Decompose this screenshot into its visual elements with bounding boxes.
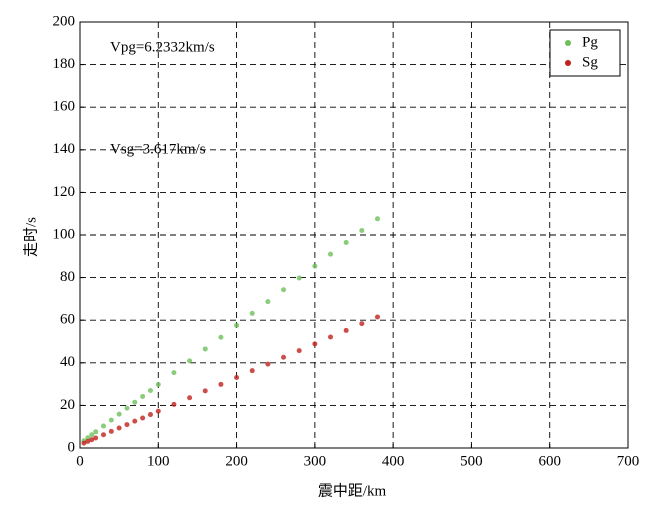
point xyxy=(93,435,99,441)
y-tick-label: 100 xyxy=(53,226,76,242)
point xyxy=(328,334,334,340)
point xyxy=(132,399,138,405)
point xyxy=(312,263,318,269)
point xyxy=(281,354,287,360)
point xyxy=(234,374,240,380)
y-tick-label: 80 xyxy=(60,269,75,285)
point xyxy=(359,321,365,327)
x-axis-title: 震中距/km xyxy=(318,482,387,499)
legend-box xyxy=(549,29,621,77)
point xyxy=(296,348,302,354)
legend-label: Sg xyxy=(582,54,598,70)
point xyxy=(89,432,95,438)
y-tick-label: 20 xyxy=(60,397,75,413)
point xyxy=(218,381,224,387)
point xyxy=(100,432,106,438)
point xyxy=(116,411,122,417)
point xyxy=(281,287,287,293)
point xyxy=(89,437,95,443)
point xyxy=(249,368,255,374)
y-tick-label: 180 xyxy=(53,56,76,72)
point xyxy=(147,412,153,418)
annotation: Vpg=6.2332km/s xyxy=(110,39,215,55)
legend-marker xyxy=(565,60,571,66)
legend-label: Pg xyxy=(582,34,598,50)
x-tick-label: 400 xyxy=(382,453,405,469)
x-tick-label: 200 xyxy=(225,453,248,469)
legend-marker xyxy=(565,40,571,46)
point xyxy=(155,382,161,388)
point xyxy=(202,346,208,352)
point xyxy=(249,310,255,316)
point xyxy=(202,388,208,394)
x-tick-label: 700 xyxy=(617,453,640,469)
point xyxy=(343,239,349,245)
y-tick-label: 120 xyxy=(53,184,76,200)
point xyxy=(85,435,91,441)
point xyxy=(85,438,91,444)
y-tick-label: 0 xyxy=(68,439,76,455)
point xyxy=(155,408,161,414)
y-tick-label: 60 xyxy=(60,312,75,328)
y-tick-label: 200 xyxy=(53,13,76,29)
point xyxy=(100,423,106,429)
point xyxy=(81,440,87,446)
y-tick-label: 40 xyxy=(60,354,75,370)
point xyxy=(124,422,130,428)
point xyxy=(132,418,138,424)
point xyxy=(187,358,193,364)
point xyxy=(147,387,153,393)
point xyxy=(116,425,122,431)
point xyxy=(374,216,380,222)
plot-frame xyxy=(79,21,629,449)
point xyxy=(296,275,302,281)
y-tick-label: 140 xyxy=(53,141,76,157)
point xyxy=(171,401,177,407)
point xyxy=(328,251,334,257)
x-tick-label: 600 xyxy=(538,453,561,469)
y-tick-label: 160 xyxy=(53,99,76,115)
point xyxy=(140,393,146,399)
point xyxy=(374,314,380,320)
point xyxy=(312,341,318,347)
point xyxy=(265,299,271,305)
y-axis-title: 走时/s xyxy=(22,217,39,257)
x-tick-label: 0 xyxy=(76,453,84,469)
point xyxy=(359,228,365,234)
point xyxy=(218,334,224,340)
x-tick-label: 300 xyxy=(304,453,327,469)
point xyxy=(124,405,130,411)
point xyxy=(187,395,193,401)
point xyxy=(171,370,177,376)
x-tick-label: 100 xyxy=(147,453,170,469)
annotation: Vsg=3.617km/s xyxy=(110,141,206,157)
point xyxy=(140,415,146,421)
point xyxy=(108,428,114,434)
point xyxy=(265,361,271,367)
x-tick-label: 500 xyxy=(460,453,483,469)
point xyxy=(93,429,99,435)
point xyxy=(234,322,240,328)
point xyxy=(343,327,349,333)
point xyxy=(108,417,114,423)
